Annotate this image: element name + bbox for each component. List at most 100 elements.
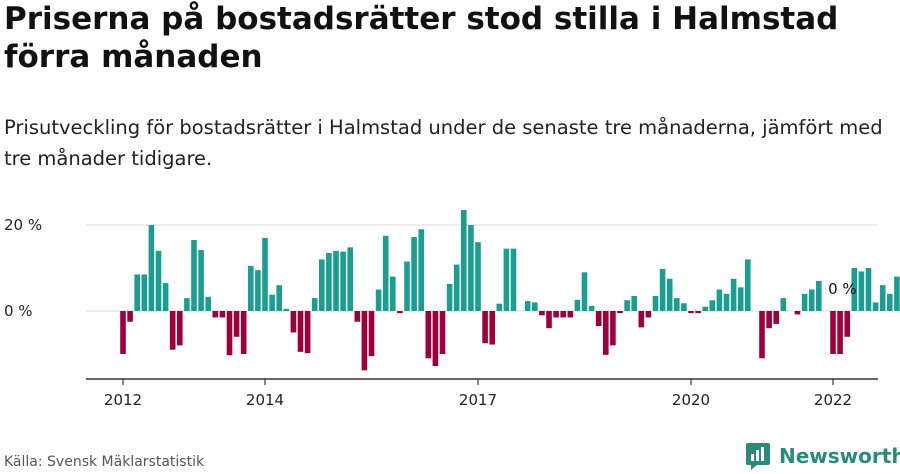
bar	[858, 271, 865, 311]
chart-title: Priserna på bostadsrätter stod stilla i …	[4, 1, 839, 75]
bar	[425, 311, 432, 359]
bar	[453, 264, 460, 311]
bar	[297, 311, 304, 352]
bar	[468, 225, 474, 311]
bar	[155, 250, 162, 311]
bar	[631, 295, 637, 311]
bar	[226, 311, 233, 356]
bar	[489, 311, 495, 345]
bar	[496, 303, 503, 311]
bar	[595, 311, 602, 327]
bar	[333, 250, 339, 311]
bar	[461, 209, 467, 311]
source-note: Källa: Svensk Mäklarstatistik	[4, 454, 205, 470]
bar-layer	[120, 209, 900, 371]
bar	[418, 229, 424, 311]
bar	[574, 299, 581, 311]
bar	[624, 300, 630, 311]
bar	[638, 311, 645, 328]
bar	[716, 289, 723, 311]
bar	[546, 311, 552, 329]
bar	[617, 311, 623, 314]
bar	[837, 311, 843, 354]
bar	[532, 302, 538, 311]
brand-name: Newsworthy	[779, 444, 900, 468]
bar	[240, 311, 247, 354]
bar	[382, 235, 389, 311]
bar	[482, 311, 488, 344]
bar	[262, 237, 268, 311]
bar	[198, 249, 204, 311]
bar	[816, 280, 822, 311]
latest-value-label: 0 %	[828, 280, 857, 298]
bar	[865, 268, 872, 311]
bar	[311, 298, 318, 311]
bar	[730, 278, 737, 311]
bar	[645, 311, 652, 318]
bar	[872, 302, 879, 311]
bar	[666, 278, 673, 311]
bar	[851, 268, 858, 311]
x-tick-label: 2014	[246, 391, 284, 409]
bar	[766, 311, 772, 329]
bar	[148, 225, 155, 311]
bar	[830, 311, 836, 354]
bar	[801, 293, 808, 311]
bar-chart: 0 % 20 % 2012 2014 2017 2020 2022 0 %	[4, 209, 900, 409]
bar	[780, 298, 787, 311]
bar	[127, 311, 133, 322]
bar	[162, 283, 169, 311]
bar	[510, 248, 517, 311]
bar	[702, 306, 708, 311]
newsworthy-logo-icon	[746, 443, 770, 470]
bar	[745, 259, 751, 311]
bar	[248, 265, 254, 311]
bar	[773, 311, 779, 324]
bar	[319, 259, 325, 311]
x-tick-label: 2012	[104, 391, 142, 409]
bar	[894, 276, 900, 311]
bar	[269, 294, 275, 311]
bar	[191, 240, 197, 311]
bar	[184, 298, 190, 311]
annotation-layer: 0 %	[828, 280, 857, 298]
bar	[347, 247, 353, 311]
bar	[539, 311, 545, 316]
brand-logo: Newsworthy	[745, 441, 900, 471]
bar	[304, 311, 311, 354]
chart-subtitle: Prisutveckling för bostadsrätter i Halms…	[4, 116, 883, 170]
bar	[553, 311, 559, 318]
bar	[432, 311, 439, 367]
bar	[134, 274, 140, 311]
bar	[808, 289, 815, 311]
bar	[411, 237, 417, 311]
bar	[446, 283, 453, 311]
y-tick-label: 20 %	[4, 216, 42, 234]
bar	[219, 311, 226, 318]
bar	[560, 311, 566, 318]
x-tick-label: 2022	[814, 391, 852, 409]
bar	[659, 268, 666, 311]
bar	[887, 293, 893, 311]
bar	[794, 311, 801, 315]
bar	[879, 285, 886, 311]
bar	[255, 270, 261, 311]
bar	[368, 311, 375, 357]
bar	[212, 311, 219, 318]
bar	[290, 311, 297, 333]
bar	[340, 251, 346, 311]
bar	[404, 261, 410, 311]
bar	[354, 311, 361, 322]
bar	[681, 303, 687, 311]
bar	[723, 293, 730, 311]
bar	[652, 295, 659, 311]
bar	[276, 285, 282, 311]
bar	[674, 298, 680, 311]
bar	[603, 311, 609, 355]
bar	[581, 272, 588, 311]
bar	[567, 311, 574, 318]
bar	[390, 276, 396, 311]
bar	[709, 300, 716, 311]
bar	[524, 301, 531, 311]
bar	[503, 248, 510, 311]
